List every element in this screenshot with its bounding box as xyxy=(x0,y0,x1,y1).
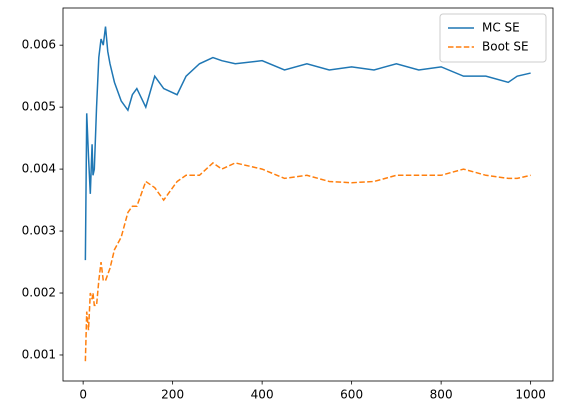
y-tick-label: 0.003 xyxy=(22,224,56,238)
legend-box xyxy=(439,13,547,63)
series-line xyxy=(84,161,531,362)
series-line xyxy=(84,26,531,261)
y-tick-label: 0.001 xyxy=(22,347,56,361)
plot-frame xyxy=(62,7,554,382)
y-tick-label: 0.004 xyxy=(22,162,56,176)
x-tick-label: 1000 xyxy=(515,388,546,402)
x-tick-label: 400 xyxy=(251,388,274,402)
x-tick-label: 800 xyxy=(430,388,453,402)
legend-label: Boot SE xyxy=(482,40,529,54)
y-tick-label: 0.006 xyxy=(22,38,56,52)
y-tick-label: 0.002 xyxy=(22,286,56,300)
x-tick-label: 200 xyxy=(161,388,184,402)
legend-label: MC SE xyxy=(482,21,520,35)
x-tick-label: 0 xyxy=(79,388,87,402)
y-tick-label: 0.005 xyxy=(22,100,56,114)
x-tick-label: 600 xyxy=(340,388,363,402)
